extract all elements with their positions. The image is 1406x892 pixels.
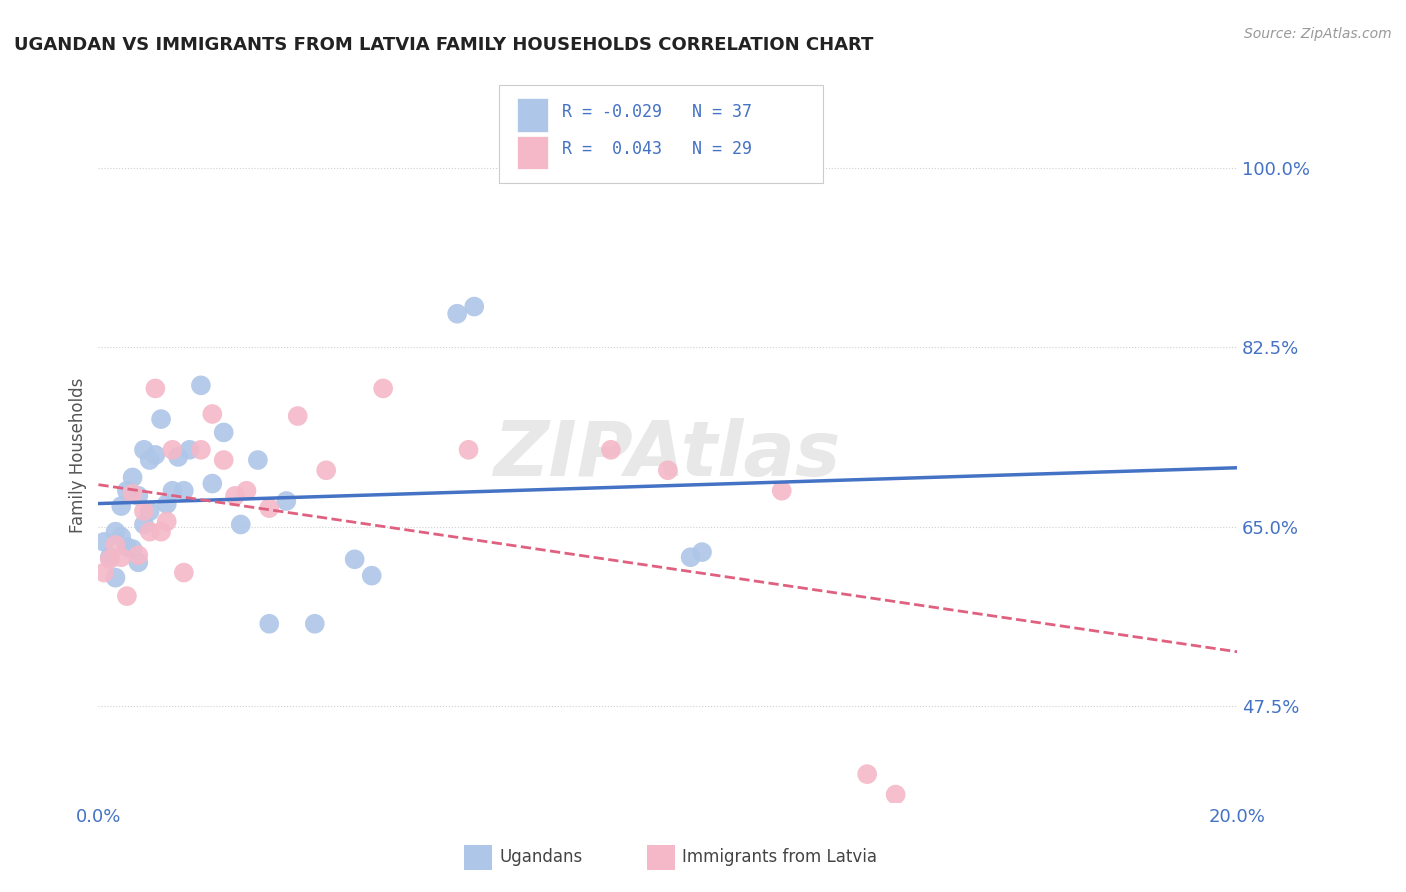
- Text: R =  0.043   N = 29: R = 0.043 N = 29: [562, 140, 752, 158]
- Point: [104, 538, 127, 552]
- Point: [343, 552, 366, 566]
- Point: [770, 483, 793, 498]
- Point: [457, 442, 479, 457]
- Point: [121, 542, 143, 557]
- Point: [463, 300, 485, 314]
- Point: [93, 535, 115, 549]
- Point: [98, 552, 121, 566]
- Point: [212, 453, 235, 467]
- Point: [690, 545, 713, 559]
- Text: Source: ZipAtlas.com: Source: ZipAtlas.com: [1244, 27, 1392, 41]
- Point: [224, 489, 246, 503]
- Point: [856, 767, 879, 781]
- Y-axis label: Family Households: Family Households: [69, 377, 87, 533]
- Point: [138, 453, 160, 467]
- Point: [600, 442, 623, 457]
- Point: [138, 504, 160, 518]
- Point: [179, 442, 201, 457]
- Point: [156, 497, 179, 511]
- Point: [246, 453, 269, 467]
- Point: [145, 448, 167, 462]
- Point: [201, 407, 224, 421]
- Point: [138, 524, 160, 539]
- Point: [115, 589, 138, 603]
- Point: [145, 381, 167, 395]
- Text: ZIPAtlas: ZIPAtlas: [494, 418, 842, 491]
- Point: [162, 442, 184, 457]
- Point: [287, 409, 309, 423]
- Point: [276, 494, 298, 508]
- Text: UGANDAN VS IMMIGRANTS FROM LATVIA FAMILY HOUSEHOLDS CORRELATION CHART: UGANDAN VS IMMIGRANTS FROM LATVIA FAMILY…: [14, 36, 873, 54]
- Point: [259, 501, 281, 516]
- Point: [173, 566, 195, 580]
- Point: [110, 499, 132, 513]
- Point: [679, 550, 702, 565]
- Point: [259, 616, 281, 631]
- Point: [127, 489, 149, 503]
- Point: [201, 476, 224, 491]
- Point: [132, 504, 155, 518]
- Point: [115, 483, 138, 498]
- Point: [115, 540, 138, 554]
- Point: [121, 470, 143, 484]
- Text: R = -0.029   N = 37: R = -0.029 N = 37: [562, 103, 752, 120]
- Point: [315, 463, 337, 477]
- Point: [156, 515, 179, 529]
- Point: [167, 450, 190, 464]
- Point: [127, 555, 149, 569]
- Point: [657, 463, 679, 477]
- Point: [235, 483, 257, 498]
- Point: [229, 517, 252, 532]
- Point: [104, 524, 127, 539]
- Point: [127, 548, 149, 562]
- Point: [93, 566, 115, 580]
- Point: [446, 307, 468, 321]
- Point: [304, 616, 326, 631]
- Point: [110, 530, 132, 544]
- Point: [132, 442, 155, 457]
- Point: [132, 517, 155, 532]
- Point: [98, 550, 121, 565]
- Point: [104, 571, 127, 585]
- Point: [162, 483, 184, 498]
- Text: Ugandans: Ugandans: [499, 848, 582, 866]
- Point: [110, 550, 132, 565]
- Text: Immigrants from Latvia: Immigrants from Latvia: [682, 848, 877, 866]
- Point: [190, 442, 212, 457]
- Point: [121, 487, 143, 501]
- Point: [150, 412, 173, 426]
- Point: [173, 483, 195, 498]
- Point: [884, 788, 907, 802]
- Point: [212, 425, 235, 440]
- Point: [373, 381, 395, 395]
- Point: [360, 568, 382, 582]
- Point: [150, 524, 173, 539]
- Point: [190, 378, 212, 392]
